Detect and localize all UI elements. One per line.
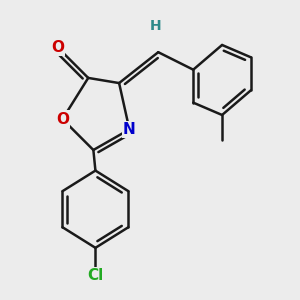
Text: N: N xyxy=(123,122,136,137)
Text: H: H xyxy=(149,20,161,33)
Text: O: O xyxy=(51,40,64,55)
Text: O: O xyxy=(56,112,69,127)
Text: Cl: Cl xyxy=(87,268,104,283)
